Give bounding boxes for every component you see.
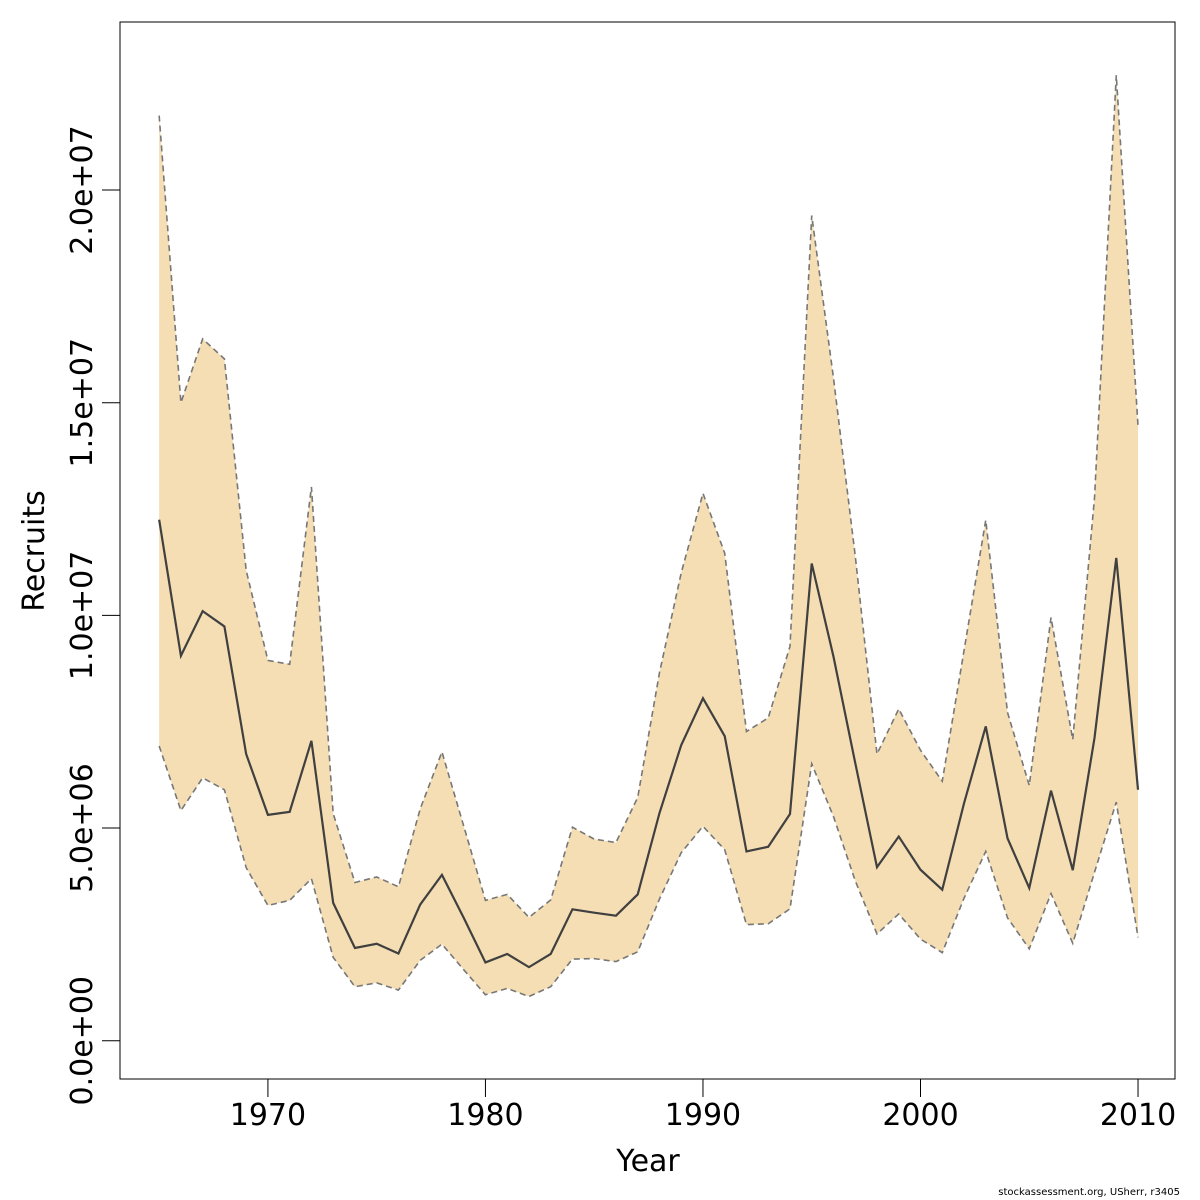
x-tick-label: 1980 bbox=[447, 1098, 523, 1133]
plot-frame bbox=[119, 21, 1176, 1080]
x-tick-label: 2000 bbox=[882, 1098, 958, 1133]
estimate-line bbox=[158, 519, 1140, 969]
y-tick-label: 0.0e+00 bbox=[65, 976, 100, 1105]
lower-bound-line bbox=[158, 745, 1139, 998]
plot-area bbox=[158, 75, 1140, 998]
y-axis-title: Recruits bbox=[17, 490, 52, 612]
y-tick-label: 1.0e+07 bbox=[65, 551, 100, 680]
axes: 1970 1980 1990 2000 2010 0.0e+00 5.0e+06 1.0e+0… bbox=[65, 125, 1176, 1133]
x-axis-title: Year bbox=[615, 1144, 680, 1179]
footer-credit: stockassessment.org, USherr, r3405 bbox=[998, 1187, 1180, 1198]
confidence-band bbox=[159, 75, 1139, 997]
x-tick-label: 1990 bbox=[665, 1098, 741, 1133]
upper-bound-line bbox=[158, 75, 1139, 919]
y-tick-label: 5.0e+06 bbox=[65, 763, 100, 892]
y-tick-label: 2.0e+07 bbox=[65, 125, 100, 254]
x-tick-label: 2010 bbox=[1100, 1098, 1176, 1133]
x-tick-label: 1970 bbox=[230, 1098, 306, 1133]
y-tick-label: 1.5e+07 bbox=[65, 338, 100, 467]
